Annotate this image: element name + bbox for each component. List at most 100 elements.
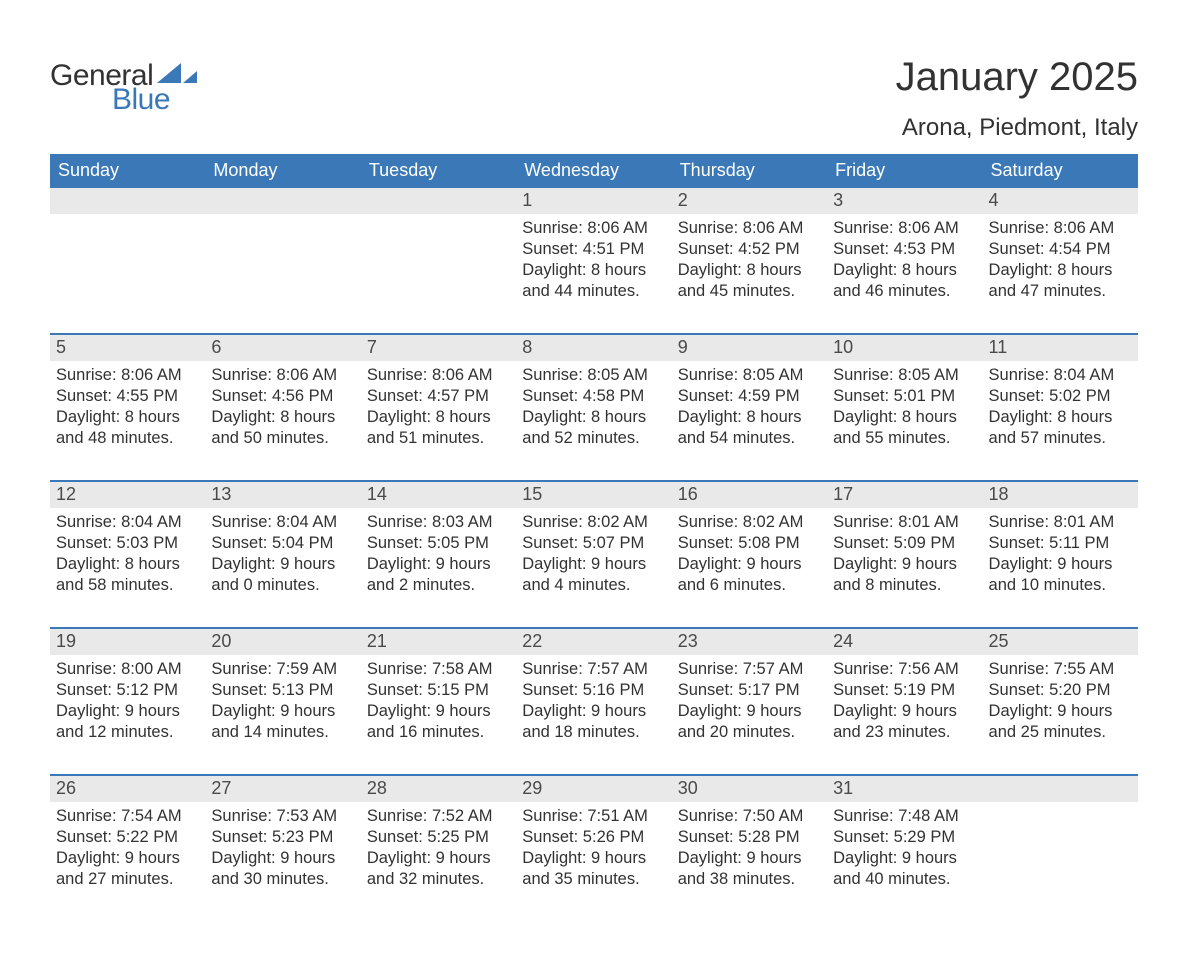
day-number xyxy=(205,188,360,214)
daylight-text-line1: Daylight: 9 hours xyxy=(367,554,510,575)
sunrise-text: Sunrise: 7:59 AM xyxy=(211,659,354,680)
sunrise-text: Sunrise: 8:03 AM xyxy=(367,512,510,533)
sunrise-text: Sunrise: 7:58 AM xyxy=(367,659,510,680)
daylight-text-line1: Daylight: 9 hours xyxy=(211,848,354,869)
sunrise-text: Sunrise: 8:04 AM xyxy=(56,512,199,533)
day-body: Sunrise: 8:06 AMSunset: 4:56 PMDaylight:… xyxy=(205,361,360,455)
sunset-text: Sunset: 4:58 PM xyxy=(522,386,665,407)
sunrise-text: Sunrise: 8:05 AM xyxy=(522,365,665,386)
daylight-text-line2: and 32 minutes. xyxy=(367,869,510,890)
sunset-text: Sunset: 5:16 PM xyxy=(522,680,665,701)
daylight-text-line1: Daylight: 8 hours xyxy=(989,407,1132,428)
daylight-text-line2: and 6 minutes. xyxy=(678,575,821,596)
daylight-text-line2: and 38 minutes. xyxy=(678,869,821,890)
sunset-text: Sunset: 4:54 PM xyxy=(989,239,1132,260)
daylight-text-line1: Daylight: 8 hours xyxy=(522,260,665,281)
day-body: Sunrise: 7:51 AMSunset: 5:26 PMDaylight:… xyxy=(516,802,671,896)
sunrise-text: Sunrise: 7:57 AM xyxy=(522,659,665,680)
sunrise-text: Sunrise: 7:54 AM xyxy=(56,806,199,827)
daylight-text-line1: Daylight: 9 hours xyxy=(522,848,665,869)
week-row: 5Sunrise: 8:06 AMSunset: 4:55 PMDaylight… xyxy=(50,333,1138,480)
day-number: 20 xyxy=(205,629,360,655)
day-cell xyxy=(361,188,516,333)
sunrise-text: Sunrise: 8:05 AM xyxy=(833,365,976,386)
sunrise-text: Sunrise: 8:04 AM xyxy=(211,512,354,533)
sunrise-text: Sunrise: 7:50 AM xyxy=(678,806,821,827)
day-cell xyxy=(50,188,205,333)
sunset-text: Sunset: 4:53 PM xyxy=(833,239,976,260)
daylight-text-line2: and 57 minutes. xyxy=(989,428,1132,449)
day-cell: 24Sunrise: 7:56 AMSunset: 5:19 PMDayligh… xyxy=(827,629,982,774)
daylight-text-line1: Daylight: 8 hours xyxy=(833,407,976,428)
sunrise-text: Sunrise: 7:48 AM xyxy=(833,806,976,827)
day-cell: 11Sunrise: 8:04 AMSunset: 5:02 PMDayligh… xyxy=(983,335,1138,480)
sunrise-text: Sunrise: 8:06 AM xyxy=(367,365,510,386)
header: General Blue January 2025 Arona, Piedmon… xyxy=(50,55,1138,142)
day-number: 19 xyxy=(50,629,205,655)
day-body: Sunrise: 7:57 AMSunset: 5:17 PMDaylight:… xyxy=(672,655,827,749)
daylight-text-line1: Daylight: 8 hours xyxy=(56,407,199,428)
day-cell: 21Sunrise: 7:58 AMSunset: 5:15 PMDayligh… xyxy=(361,629,516,774)
day-body: Sunrise: 8:03 AMSunset: 5:05 PMDaylight:… xyxy=(361,508,516,602)
day-body: Sunrise: 8:02 AMSunset: 5:07 PMDaylight:… xyxy=(516,508,671,602)
day-number: 26 xyxy=(50,776,205,802)
daylight-text-line1: Daylight: 9 hours xyxy=(678,848,821,869)
sunset-text: Sunset: 5:29 PM xyxy=(833,827,976,848)
day-number: 10 xyxy=(827,335,982,361)
day-cell: 26Sunrise: 7:54 AMSunset: 5:22 PMDayligh… xyxy=(50,776,205,921)
day-cell: 14Sunrise: 8:03 AMSunset: 5:05 PMDayligh… xyxy=(361,482,516,627)
daylight-text-line1: Daylight: 9 hours xyxy=(989,554,1132,575)
daylight-text-line1: Daylight: 8 hours xyxy=(211,407,354,428)
day-cell: 20Sunrise: 7:59 AMSunset: 5:13 PMDayligh… xyxy=(205,629,360,774)
sunset-text: Sunset: 5:26 PM xyxy=(522,827,665,848)
dow-tuesday: Tuesday xyxy=(361,154,516,188)
day-cell: 22Sunrise: 7:57 AMSunset: 5:16 PMDayligh… xyxy=(516,629,671,774)
sunset-text: Sunset: 5:19 PM xyxy=(833,680,976,701)
sunrise-text: Sunrise: 8:01 AM xyxy=(989,512,1132,533)
day-cell: 25Sunrise: 7:55 AMSunset: 5:20 PMDayligh… xyxy=(983,629,1138,774)
daylight-text-line1: Daylight: 9 hours xyxy=(833,554,976,575)
day-body: Sunrise: 7:54 AMSunset: 5:22 PMDaylight:… xyxy=(50,802,205,896)
week-row: 26Sunrise: 7:54 AMSunset: 5:22 PMDayligh… xyxy=(50,774,1138,921)
day-number: 12 xyxy=(50,482,205,508)
daylight-text-line2: and 16 minutes. xyxy=(367,722,510,743)
month-title: January 2025 xyxy=(896,55,1138,100)
daylight-text-line1: Daylight: 9 hours xyxy=(211,554,354,575)
day-body: Sunrise: 7:48 AMSunset: 5:29 PMDaylight:… xyxy=(827,802,982,896)
sunset-text: Sunset: 4:51 PM xyxy=(522,239,665,260)
days-of-week-row: Sunday Monday Tuesday Wednesday Thursday… xyxy=(50,154,1138,188)
daylight-text-line1: Daylight: 9 hours xyxy=(522,554,665,575)
day-body: Sunrise: 8:05 AMSunset: 5:01 PMDaylight:… xyxy=(827,361,982,455)
sunrise-text: Sunrise: 8:00 AM xyxy=(56,659,199,680)
day-number: 31 xyxy=(827,776,982,802)
daylight-text-line1: Daylight: 9 hours xyxy=(367,848,510,869)
daylight-text-line1: Daylight: 8 hours xyxy=(678,260,821,281)
sunset-text: Sunset: 5:08 PM xyxy=(678,533,821,554)
week-row: 12Sunrise: 8:04 AMSunset: 5:03 PMDayligh… xyxy=(50,480,1138,627)
day-cell xyxy=(205,188,360,333)
day-cell: 31Sunrise: 7:48 AMSunset: 5:29 PMDayligh… xyxy=(827,776,982,921)
calendar: Sunday Monday Tuesday Wednesday Thursday… xyxy=(50,154,1138,921)
daylight-text-line2: and 23 minutes. xyxy=(833,722,976,743)
day-body: Sunrise: 8:06 AMSunset: 4:57 PMDaylight:… xyxy=(361,361,516,455)
dow-sunday: Sunday xyxy=(50,154,205,188)
daylight-text-line2: and 50 minutes. xyxy=(211,428,354,449)
day-cell: 18Sunrise: 8:01 AMSunset: 5:11 PMDayligh… xyxy=(983,482,1138,627)
daylight-text-line2: and 45 minutes. xyxy=(678,281,821,302)
sunrise-text: Sunrise: 8:02 AM xyxy=(678,512,821,533)
sunset-text: Sunset: 5:22 PM xyxy=(56,827,199,848)
day-number: 22 xyxy=(516,629,671,655)
week-row: 19Sunrise: 8:00 AMSunset: 5:12 PMDayligh… xyxy=(50,627,1138,774)
day-cell: 12Sunrise: 8:04 AMSunset: 5:03 PMDayligh… xyxy=(50,482,205,627)
title-block: January 2025 Arona, Piedmont, Italy xyxy=(896,55,1138,142)
day-number: 21 xyxy=(361,629,516,655)
day-cell: 30Sunrise: 7:50 AMSunset: 5:28 PMDayligh… xyxy=(672,776,827,921)
sunset-text: Sunset: 5:13 PM xyxy=(211,680,354,701)
day-number xyxy=(361,188,516,214)
daylight-text-line2: and 40 minutes. xyxy=(833,869,976,890)
daylight-text-line2: and 0 minutes. xyxy=(211,575,354,596)
day-body: Sunrise: 8:01 AMSunset: 5:11 PMDaylight:… xyxy=(983,508,1138,602)
daylight-text-line1: Daylight: 9 hours xyxy=(678,554,821,575)
sunset-text: Sunset: 5:12 PM xyxy=(56,680,199,701)
day-number: 3 xyxy=(827,188,982,214)
